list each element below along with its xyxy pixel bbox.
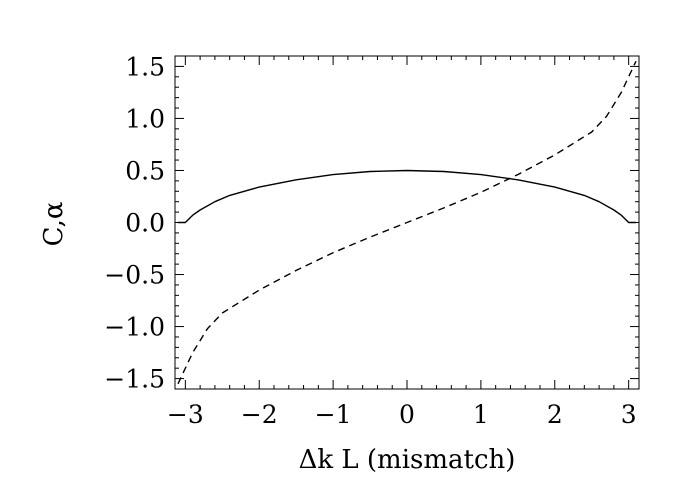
ticks (175, 55, 639, 390)
series-solid-line (178, 169, 636, 224)
y-tick-label: 1.5 (125, 52, 165, 81)
x-tick-label: −1 (315, 400, 352, 429)
x-tick-label: 0 (399, 400, 415, 429)
y-tick-label: −0.5 (104, 261, 165, 290)
x-tick-label: −2 (241, 400, 278, 429)
y-tick-label: 1.0 (125, 104, 165, 133)
series (177, 60, 637, 385)
x-tick-label: 3 (621, 400, 637, 429)
series-dashed-line (177, 60, 637, 385)
y-tick-label: 0.0 (125, 209, 165, 238)
tick-labels: −3 −2 −1 0 1 2 3 −1.5 −1.0 −0.5 0.0 0.5 1.0 1.5 (104, 52, 636, 429)
y-tick-label: −1.0 (104, 313, 165, 342)
x-tick-label: 2 (547, 400, 563, 429)
x-tick-label: −3 (167, 400, 204, 429)
x-axis-label: Δk L (mismatch) (299, 445, 516, 475)
y-axis-label: C,α (39, 202, 69, 247)
y-tick-label: −1.5 (104, 365, 165, 394)
y-tick-label: 0.5 (125, 156, 165, 185)
x-tick-label: 1 (473, 400, 489, 429)
